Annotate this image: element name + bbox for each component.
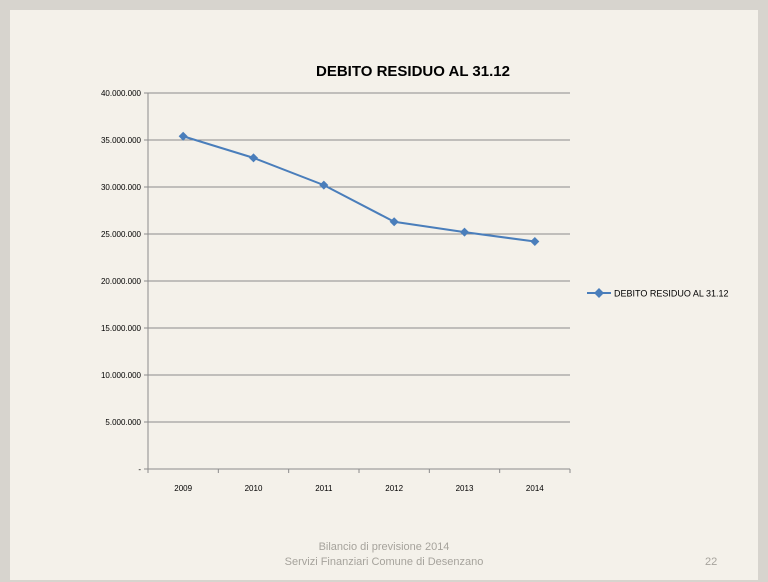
chart-title: DEBITO RESIDUO AL 31.12 — [316, 63, 510, 80]
y-tick-label: 5.000.000 — [105, 418, 141, 427]
y-tick-label: 30.000.000 — [101, 183, 142, 192]
y-tick-label: - — [138, 465, 141, 474]
slide-footer: Bilancio di previsione 2014 Servizi Fina… — [0, 540, 768, 570]
data-point — [319, 180, 329, 190]
x-tick-label: 2012 — [385, 484, 403, 493]
data-point — [530, 236, 540, 247]
y-tick-label: 15.000.000 — [101, 324, 142, 333]
x-tick-label: 2009 — [174, 484, 192, 493]
x-tick-label: 2011 — [315, 484, 333, 493]
y-tick-label: 20.000.000 — [101, 277, 142, 286]
data-point — [248, 153, 259, 163]
data-point — [178, 131, 188, 141]
slide — [10, 10, 758, 580]
footer-line-2: Servizi Finanziari Comune di Desenzano — [284, 556, 484, 568]
footer-line-1: Bilancio di previsione 2014 — [318, 541, 450, 553]
y-tick-label: 25.000.000 — [101, 230, 142, 239]
data-point — [389, 217, 399, 227]
gridlines — [148, 92, 570, 423]
page-number: 22 — [705, 556, 718, 568]
series-layer — [178, 131, 540, 247]
data-point — [459, 227, 470, 237]
x-tick-label: 2010 — [245, 484, 263, 493]
legend: DEBITO RESIDUO AL 31.12 — [587, 288, 729, 299]
x-tick-label: 2013 — [456, 484, 474, 493]
series-line — [182, 135, 535, 243]
y-tick-label: 40.000.000 — [101, 89, 142, 98]
axes: 40.000.000 35.000.000 30.000.000 25.000.000… — [101, 89, 571, 493]
legend-marker — [594, 288, 604, 298]
y-tick-label: 35.000.000 — [101, 136, 142, 145]
y-tick-label: 10.000.000 — [101, 371, 142, 380]
legend-label: DEBITO RESIDUO AL 31.12 — [614, 289, 729, 299]
x-tick-label: 2014 — [526, 484, 544, 493]
